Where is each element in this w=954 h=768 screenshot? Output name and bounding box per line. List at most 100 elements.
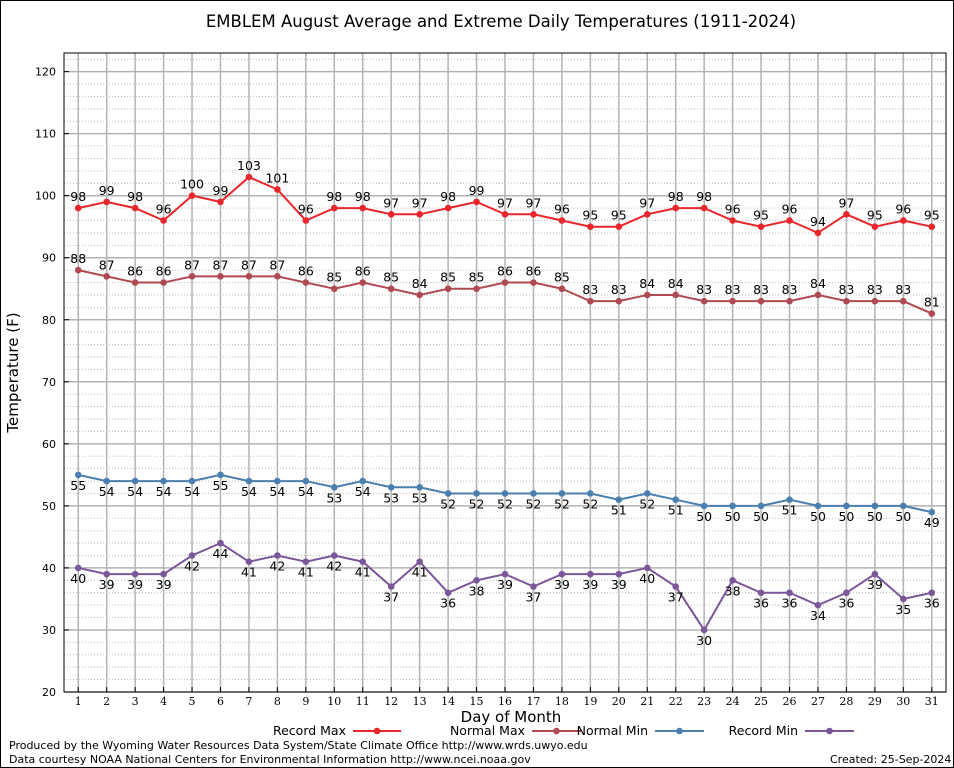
x-tick-label: 23 xyxy=(697,695,711,708)
data-point xyxy=(587,297,594,305)
data-point xyxy=(814,502,822,510)
data-label: 36 xyxy=(440,596,456,611)
x-tick-label: 20 xyxy=(612,695,626,708)
data-point xyxy=(814,291,822,299)
y-tick-label: 40 xyxy=(42,562,56,575)
data-point xyxy=(74,471,82,479)
data-label: 50 xyxy=(838,509,854,524)
x-tick-label: 16 xyxy=(498,695,512,708)
data-point xyxy=(188,552,196,559)
data-point xyxy=(501,490,509,497)
data-label: 50 xyxy=(725,509,741,524)
x-tick-label: 29 xyxy=(868,695,882,708)
data-point xyxy=(359,558,367,566)
data-label: 49 xyxy=(924,515,940,530)
data-label: 98 xyxy=(696,189,712,204)
data-label: 55 xyxy=(213,478,229,493)
data-point xyxy=(700,626,708,634)
data-point xyxy=(558,570,566,578)
data-label: 51 xyxy=(611,503,627,518)
data-label: 50 xyxy=(810,509,826,524)
data-label: 86 xyxy=(525,264,541,279)
data-point xyxy=(643,490,651,497)
x-tick-label: 24 xyxy=(726,695,740,708)
data-label: 83 xyxy=(753,282,769,297)
data-label: 98 xyxy=(326,189,342,204)
data-point xyxy=(217,273,224,280)
data-label: 87 xyxy=(213,257,229,272)
data-point xyxy=(501,570,509,578)
data-label: 98 xyxy=(355,189,371,204)
data-point xyxy=(843,502,850,510)
x-tick-label: 5 xyxy=(189,695,196,708)
data-label: 86 xyxy=(156,264,172,279)
legend-label: Record Min xyxy=(729,723,798,738)
data-point xyxy=(615,297,623,305)
x-tick-label: 19 xyxy=(583,695,597,708)
data-point xyxy=(74,564,82,572)
data-point xyxy=(387,483,395,491)
data-label: 86 xyxy=(298,264,314,279)
data-point xyxy=(814,229,822,237)
y-axis-label: Temperature (F) xyxy=(4,312,22,433)
data-point xyxy=(131,204,139,212)
data-label: 54 xyxy=(241,484,257,499)
data-point xyxy=(302,477,310,485)
data-label: 36 xyxy=(753,596,769,611)
x-tick-label: 21 xyxy=(640,695,654,708)
data-label: 36 xyxy=(924,596,940,611)
data-label: 41 xyxy=(355,565,371,580)
data-label: 99 xyxy=(213,183,229,198)
data-label: 95 xyxy=(611,208,627,223)
data-label: 95 xyxy=(753,208,769,223)
data-label: 83 xyxy=(696,282,712,297)
data-point xyxy=(245,477,253,485)
x-tick-label: 3 xyxy=(132,695,139,708)
data-label: 86 xyxy=(497,264,513,279)
data-point xyxy=(843,589,850,597)
data-point xyxy=(530,211,537,218)
data-label: 51 xyxy=(668,503,684,518)
data-point xyxy=(359,477,367,485)
data-point xyxy=(757,502,765,510)
data-point xyxy=(757,297,765,305)
legend-marker xyxy=(553,727,560,735)
data-point xyxy=(387,285,395,293)
data-label: 87 xyxy=(269,257,285,272)
data-label: 42 xyxy=(184,559,200,574)
data-point xyxy=(530,490,537,497)
data-label: 37 xyxy=(383,590,399,605)
data-point xyxy=(473,577,480,584)
data-point xyxy=(871,223,879,231)
x-tick-label: 18 xyxy=(555,695,569,708)
x-tick-label: 9 xyxy=(302,695,309,708)
x-tick-label: 14 xyxy=(441,695,455,708)
data-label: 55 xyxy=(70,478,86,493)
data-label: 83 xyxy=(838,282,854,297)
data-label: 96 xyxy=(725,202,741,217)
data-label: 86 xyxy=(355,264,371,279)
data-point xyxy=(302,558,310,566)
y-tick-label: 100 xyxy=(35,190,56,203)
data-label: 88 xyxy=(70,251,86,266)
data-label: 85 xyxy=(440,270,456,285)
data-label: 86 xyxy=(127,264,143,279)
data-point xyxy=(359,279,367,286)
data-point xyxy=(274,186,281,193)
data-point xyxy=(302,279,310,286)
x-tick-label: 22 xyxy=(669,695,683,708)
data-label: 38 xyxy=(725,583,741,598)
data-label: 84 xyxy=(668,276,684,291)
data-point xyxy=(786,217,793,224)
data-label: 54 xyxy=(269,484,285,499)
x-tick-label: 27 xyxy=(811,695,825,708)
data-point xyxy=(74,204,82,212)
data-label: 40 xyxy=(639,571,655,586)
data-point xyxy=(217,539,224,547)
data-label: 30 xyxy=(696,633,712,648)
data-label: 54 xyxy=(156,484,172,499)
data-point xyxy=(843,297,850,305)
data-label: 97 xyxy=(383,195,399,210)
data-point xyxy=(416,483,423,491)
data-label: 39 xyxy=(497,577,513,592)
